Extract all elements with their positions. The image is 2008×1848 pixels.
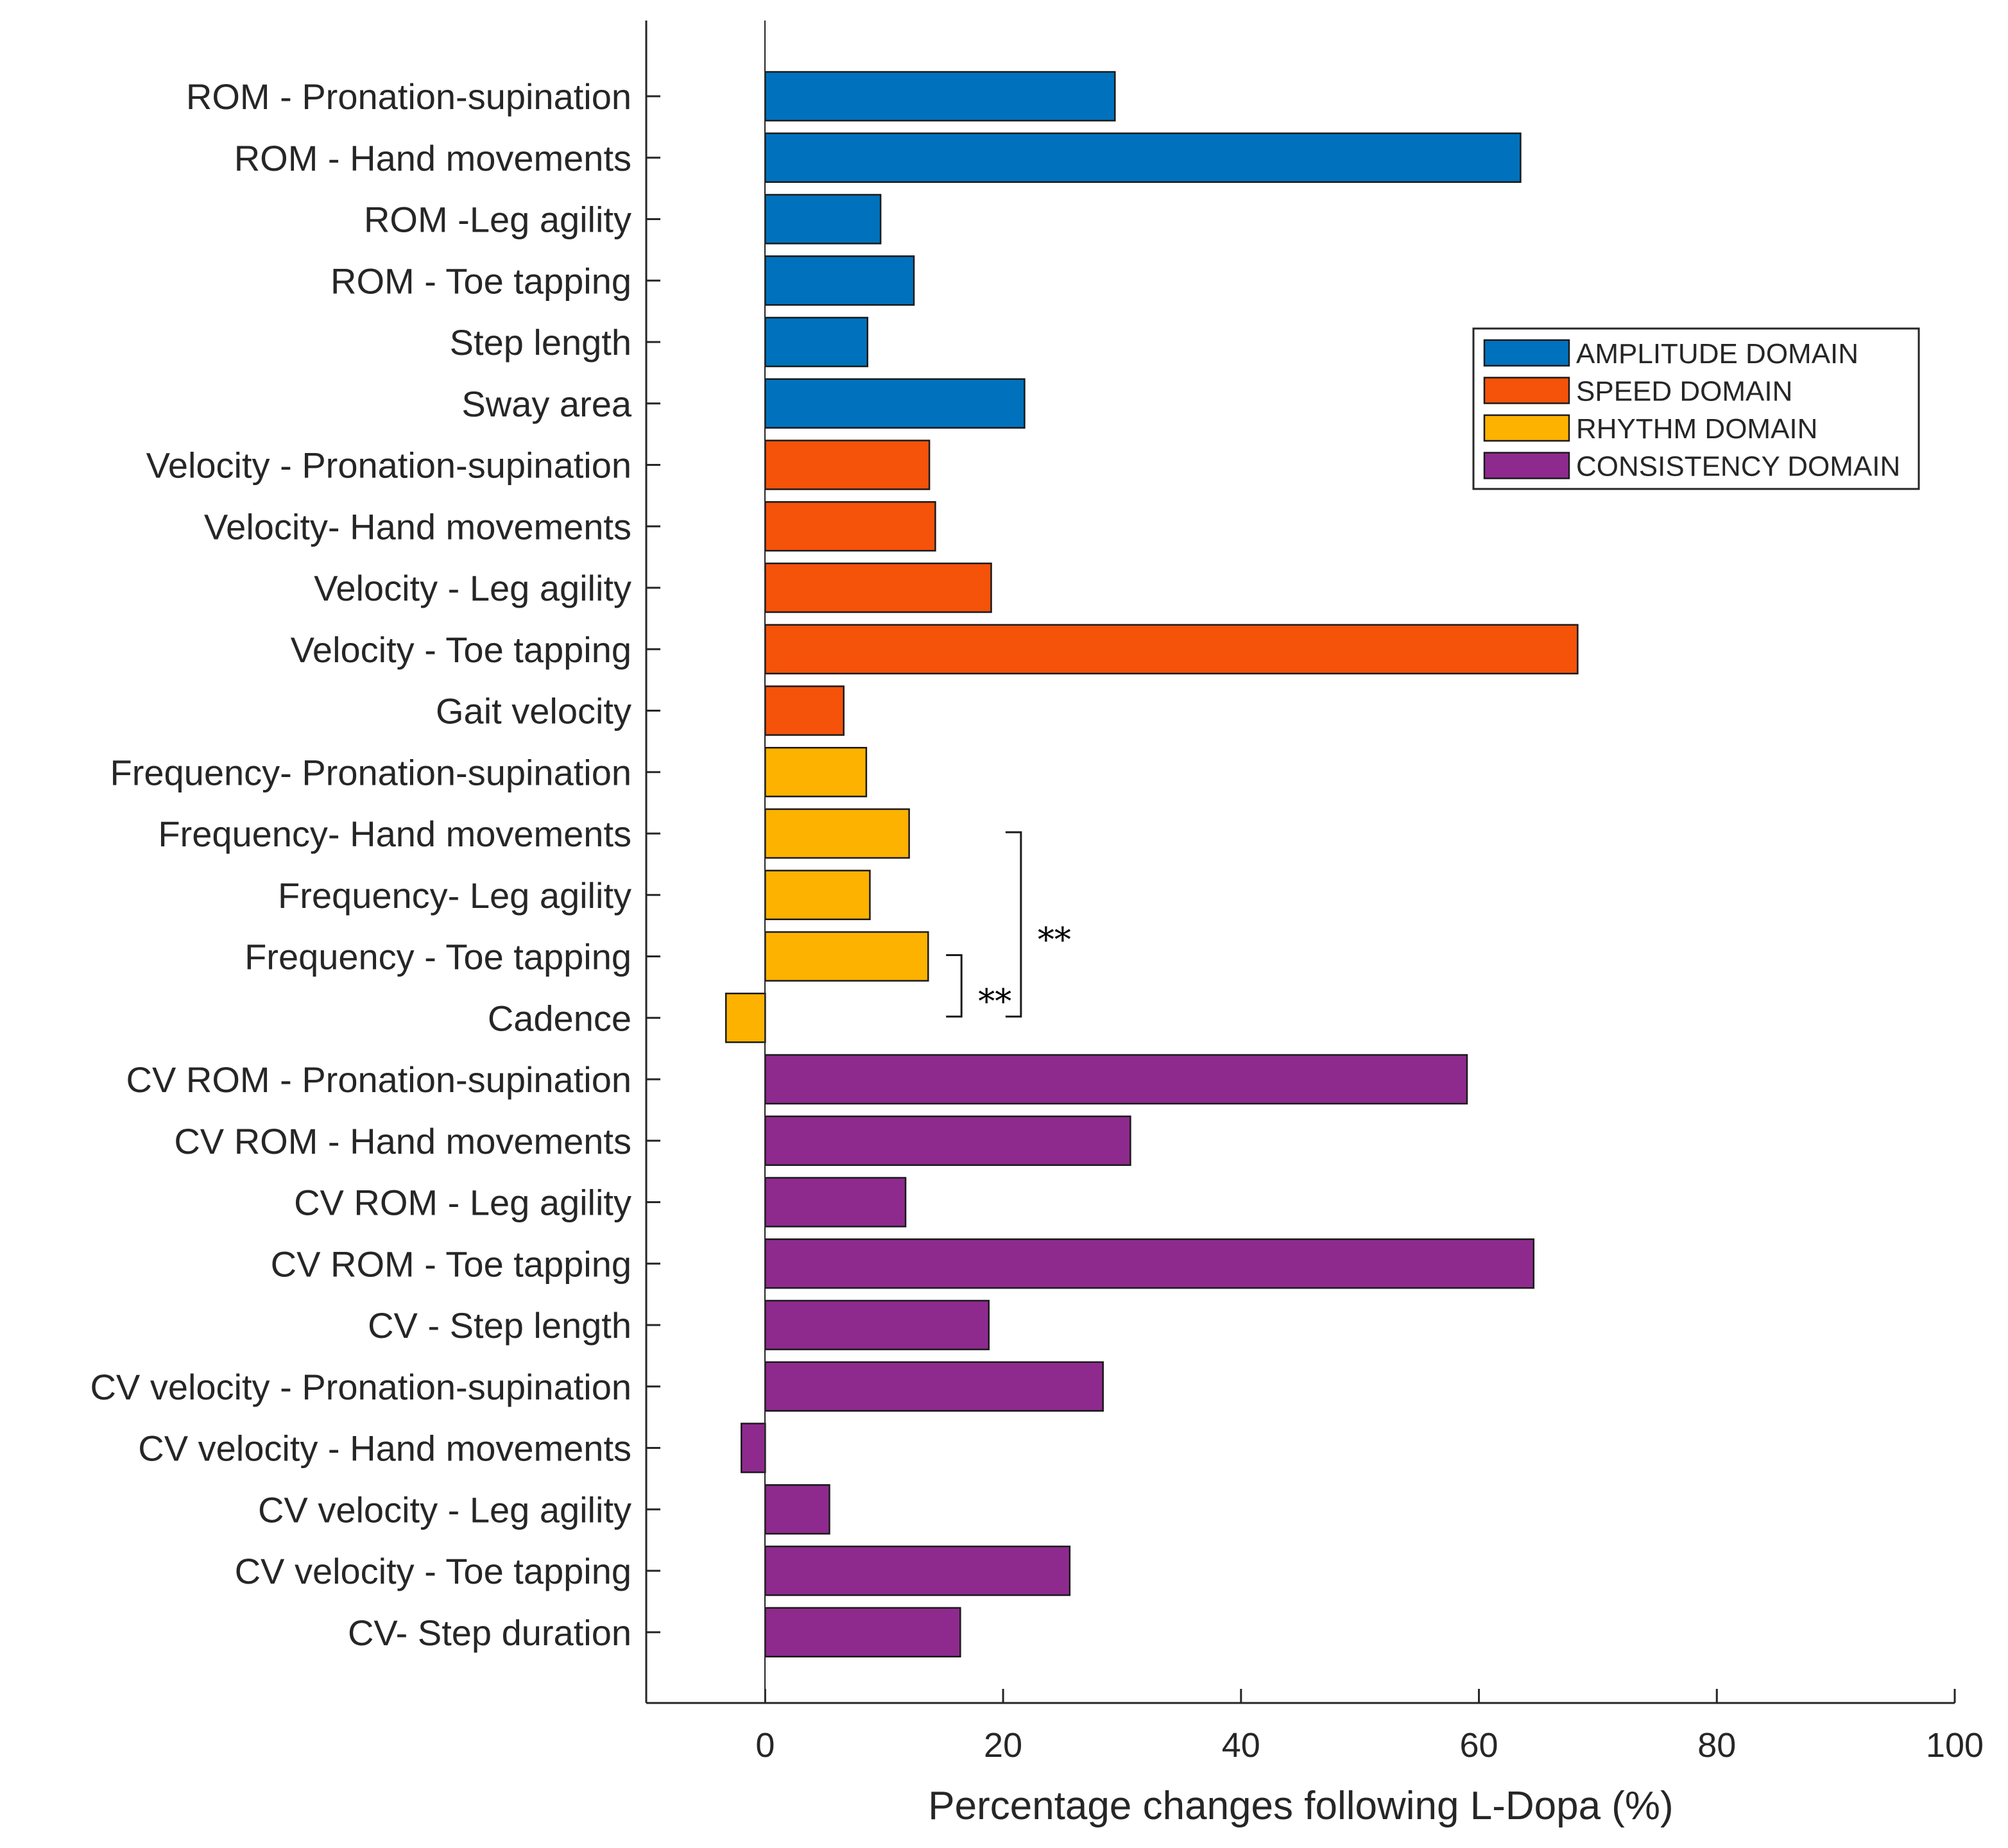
category-labels: ROM - Pronation-supination ROM - Hand mov… <box>90 76 631 1653</box>
bar <box>764 931 929 982</box>
bar <box>764 869 871 920</box>
category-label: CV - Step length <box>368 1305 631 1346</box>
legend-swatch <box>1483 339 1570 367</box>
annotations-layer: ** ** <box>946 831 1071 1021</box>
category-label: CV ROM - Leg agility <box>294 1183 631 1223</box>
legend-swatch <box>1483 414 1570 442</box>
category-label: CV velocity - Pronation-supination <box>90 1367 631 1407</box>
category-label: CV velocity - Hand movements <box>138 1428 631 1469</box>
category-label: CV ROM - Pronation-supination <box>126 1059 631 1100</box>
bar <box>764 747 868 798</box>
significance-label: ** <box>1038 921 1071 960</box>
category-label: Sway area <box>461 384 631 424</box>
bar <box>725 993 766 1043</box>
bar <box>764 71 1116 122</box>
significance-bracket <box>1005 831 1022 1018</box>
category-label: CV velocity - Toe tapping <box>235 1551 631 1591</box>
legend: AMPLITUDE DOMAIN SPEED DOMAIN RHYTHM DOMAI… <box>1472 327 1920 490</box>
bar <box>764 378 1025 429</box>
category-label: Velocity- Hand movements <box>204 506 631 547</box>
category-label: Cadence <box>488 998 631 1038</box>
bar <box>764 624 1579 674</box>
category-label: Velocity - Leg agility <box>314 568 631 608</box>
category-label: ROM -Leg agility <box>364 200 631 240</box>
bar <box>764 1054 1468 1105</box>
bar <box>741 1423 766 1473</box>
category-label: Frequency- Hand movements <box>158 814 631 854</box>
bar <box>764 501 936 552</box>
legend-label: AMPLITUDE DOMAIN <box>1576 338 1858 370</box>
category-label: Gait velocity <box>436 691 631 732</box>
bar <box>764 255 915 306</box>
category-label: ROM - Pronation-supination <box>186 76 631 117</box>
bar <box>764 1361 1104 1412</box>
bar <box>764 194 882 244</box>
bar <box>764 440 931 490</box>
category-label: Step length <box>450 322 631 363</box>
significance-bracket <box>946 954 963 1018</box>
bar <box>764 1177 907 1228</box>
x-tick-label: 40 <box>1222 1726 1260 1765</box>
category-label: CV ROM - Hand movements <box>174 1121 631 1161</box>
category-label: CV ROM - Toe tapping <box>271 1244 631 1284</box>
bar <box>764 316 869 368</box>
x-tick-label: 0 <box>755 1726 775 1765</box>
bar <box>764 562 992 613</box>
category-label: CV velocity - Leg agility <box>258 1489 631 1530</box>
category-label: ROM - Hand movements <box>234 138 631 178</box>
x-axis-title: Percentage changes following L-Dopa (%) <box>928 1784 1673 1828</box>
bar <box>764 1545 1071 1596</box>
bar <box>764 808 910 859</box>
legend-label: SPEED DOMAIN <box>1576 376 1792 407</box>
x-tick-label: 60 <box>1460 1726 1498 1765</box>
axes-layer <box>645 21 1955 1704</box>
legend-label: RHYTHM DOMAIN <box>1576 413 1817 445</box>
x-tick-label: 80 <box>1697 1726 1736 1765</box>
bar <box>764 1238 1535 1289</box>
significance-label: ** <box>978 982 1011 1021</box>
legend-swatch <box>1483 377 1570 404</box>
x-tick-label: 20 <box>984 1726 1022 1765</box>
category-label: Frequency - Toe tapping <box>245 937 631 977</box>
bars-layer <box>725 71 1579 1657</box>
x-tick-label: 100 <box>1926 1726 1984 1765</box>
bar <box>764 1115 1131 1166</box>
bar <box>764 1607 961 1657</box>
bar <box>764 1299 990 1351</box>
category-label: ROM - Toe tapping <box>330 261 631 301</box>
bar <box>764 1484 830 1535</box>
category-label: Velocity - Toe tapping <box>291 629 631 670</box>
category-label: Frequency- Pronation-supination <box>110 752 631 792</box>
category-label: Velocity - Pronation-supination <box>146 445 631 486</box>
legend-swatch <box>1483 452 1570 479</box>
category-label: CV- Step duration <box>348 1613 631 1653</box>
ticks-layer: 0 20 40 60 80 100 <box>646 95 1984 1765</box>
bar <box>764 685 845 736</box>
category-label: Frequency- Leg agility <box>278 875 631 916</box>
legend-label: CONSISTENCY DOMAIN <box>1576 451 1900 483</box>
bar <box>764 132 1522 183</box>
